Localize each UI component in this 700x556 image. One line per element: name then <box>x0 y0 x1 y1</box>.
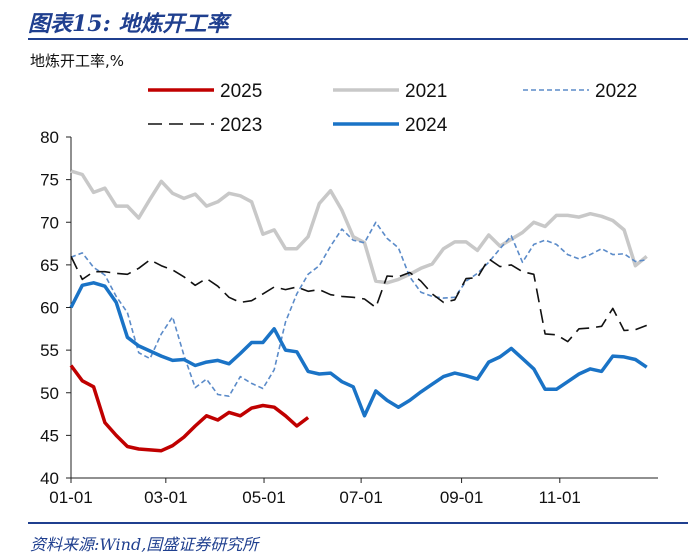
y-tick-label: 60 <box>40 299 59 318</box>
y-tick-label: 70 <box>40 213 59 232</box>
legend-label-2025: 2025 <box>220 81 262 102</box>
legend-label-2023: 2023 <box>220 115 262 136</box>
source-rule <box>28 522 688 524</box>
y-tick-label: 50 <box>40 384 59 403</box>
series-line-2023 <box>70 256 647 343</box>
x-tick-label: 07-01 <box>339 488 382 507</box>
legend-label-2024: 2024 <box>405 115 448 136</box>
source-note: 资料来源:Wind,国盛证券研究所 <box>30 535 259 554</box>
x-tick-label: 03-01 <box>144 488 187 507</box>
y-tick-label: 45 <box>40 426 59 445</box>
figure-title: 图表15: 地炼开工率 <box>28 11 229 37</box>
y-tick-label: 75 <box>40 171 59 190</box>
y-axis-label: 地炼开工率,% <box>30 52 125 70</box>
series-line-2021 <box>70 169 648 285</box>
y-tick-label: 65 <box>40 256 59 275</box>
series-line-2025 <box>69 364 310 453</box>
y-tick-label: 55 <box>40 341 59 360</box>
x-tick-label: 11-01 <box>539 488 581 507</box>
x-tick-label: 05-01 <box>242 488 285 507</box>
legend-label-2021: 2021 <box>405 81 447 102</box>
series-lines <box>69 169 648 453</box>
y-tick-label: 40 <box>40 469 59 488</box>
y-tick-label: 80 <box>40 128 59 147</box>
series-line-2024 <box>69 281 648 418</box>
axes: 40 45 50 55 60 65 70 75 80 01-01 03-01 05-01 07-01 09… <box>40 128 658 507</box>
x-tick-label: 01-01 <box>49 488 92 507</box>
legend: 2025 2021 2022 2023 2024 <box>148 81 637 136</box>
legend-label-2022: 2022 <box>595 81 637 102</box>
x-tick-label: 09-01 <box>440 488 483 507</box>
title-rule <box>28 38 688 40</box>
series-line-2022 <box>70 221 647 398</box>
